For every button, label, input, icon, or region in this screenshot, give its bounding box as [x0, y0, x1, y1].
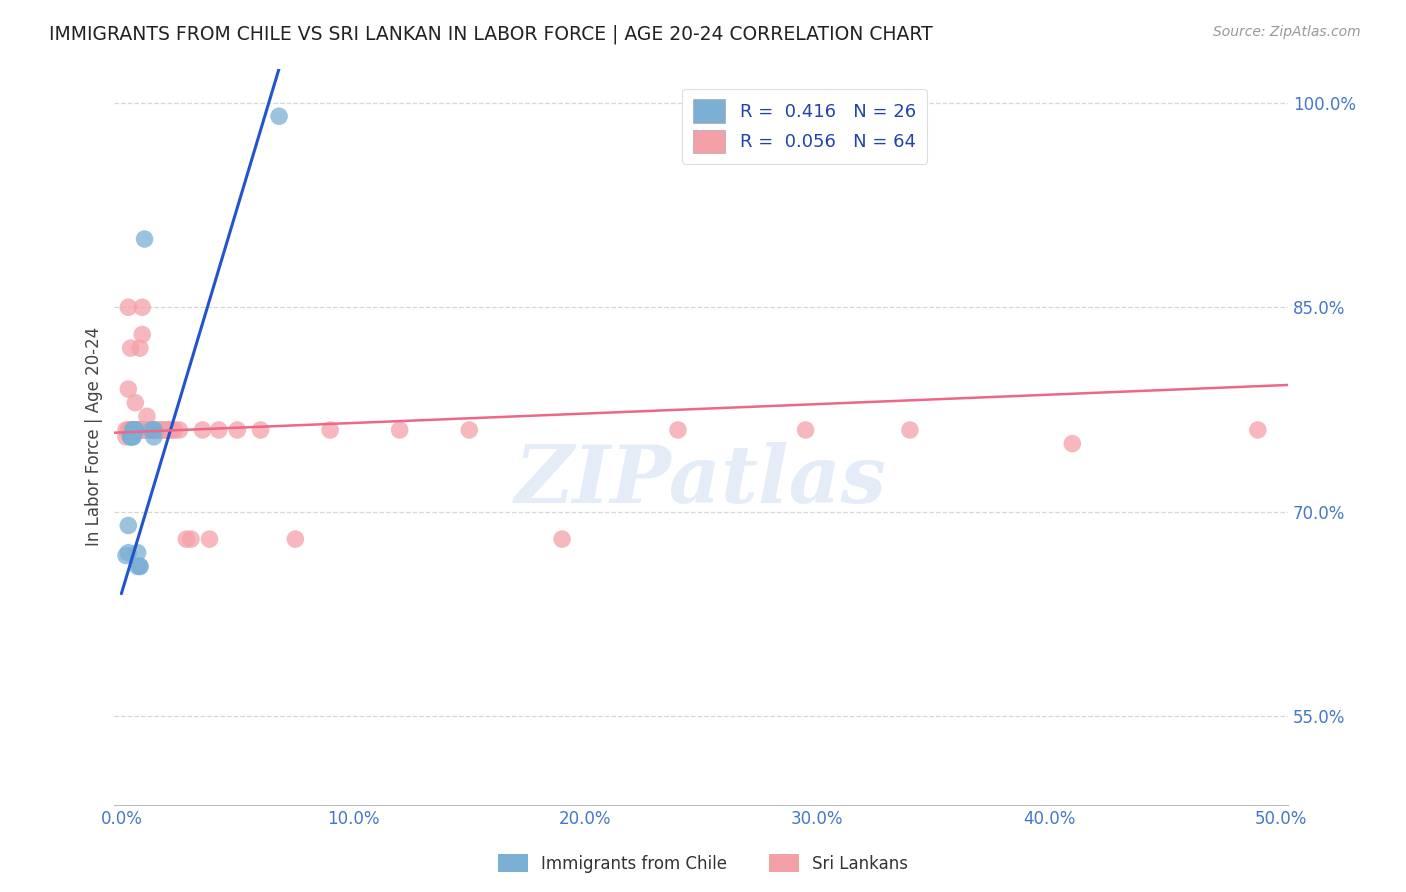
Legend: Immigrants from Chile, Sri Lankans: Immigrants from Chile, Sri Lankans: [491, 847, 915, 880]
Point: [124, 423, 146, 437]
Point: [284, 532, 307, 546]
Text: IMMIGRANTS FROM CHILE VS SRI LANKAN IN LABOR FORCE | AGE 20-24 CORRELATION CHART: IMMIGRANTS FROM CHILE VS SRI LANKAN IN L…: [49, 25, 934, 45]
Point: [149, 423, 172, 437]
Point: [156, 423, 179, 437]
Point: [124, 423, 146, 437]
Point: [155, 423, 177, 437]
Point: [388, 423, 411, 437]
Point: [131, 300, 153, 314]
Point: [129, 423, 152, 437]
Point: [127, 423, 149, 437]
Point: [138, 423, 160, 437]
Point: [138, 423, 160, 437]
Point: [120, 423, 142, 437]
Point: [898, 423, 921, 437]
Point: [267, 109, 290, 123]
Point: [120, 423, 142, 437]
Point: [169, 423, 191, 437]
Point: [122, 423, 145, 437]
Point: [141, 423, 163, 437]
Point: [131, 327, 153, 342]
Point: [127, 423, 149, 437]
Point: [141, 423, 163, 437]
Point: [141, 423, 163, 437]
Point: [122, 423, 145, 437]
Point: [129, 559, 152, 574]
Legend: R =  0.416   N = 26, R =  0.056   N = 64: R = 0.416 N = 26, R = 0.056 N = 64: [682, 88, 927, 164]
Point: [124, 423, 146, 437]
Point: [122, 423, 145, 437]
Point: [156, 423, 179, 437]
Point: [129, 341, 152, 355]
Point: [148, 423, 170, 437]
Point: [1062, 436, 1084, 450]
Point: [666, 423, 689, 437]
Point: [124, 423, 146, 437]
Point: [249, 423, 271, 437]
Point: [127, 546, 149, 560]
Point: [142, 430, 165, 444]
Point: [129, 559, 152, 574]
Point: [226, 423, 249, 437]
Point: [127, 559, 149, 574]
Point: [117, 546, 139, 560]
Point: [122, 423, 145, 437]
Point: [117, 423, 139, 437]
Point: [120, 341, 142, 355]
Y-axis label: In Labor Force | Age 20-24: In Labor Force | Age 20-24: [86, 327, 103, 547]
Point: [134, 423, 156, 437]
Point: [122, 423, 145, 437]
Point: [458, 423, 481, 437]
Point: [120, 430, 142, 444]
Point: [129, 423, 152, 437]
Point: [176, 532, 198, 546]
Point: [142, 423, 165, 437]
Point: [120, 430, 142, 444]
Point: [117, 382, 139, 396]
Point: [159, 423, 181, 437]
Point: [191, 423, 214, 437]
Point: [135, 423, 157, 437]
Point: [142, 423, 165, 437]
Point: [794, 423, 817, 437]
Point: [120, 423, 142, 437]
Point: [319, 423, 342, 437]
Point: [115, 423, 138, 437]
Point: [180, 532, 202, 546]
Point: [127, 423, 149, 437]
Point: [198, 532, 221, 546]
Point: [127, 423, 149, 437]
Point: [162, 423, 184, 437]
Point: [122, 430, 145, 444]
Point: [551, 532, 574, 546]
Point: [124, 423, 146, 437]
Text: ZIPatlas: ZIPatlas: [515, 442, 887, 520]
Point: [120, 430, 142, 444]
Point: [142, 423, 165, 437]
Point: [134, 232, 156, 246]
Point: [115, 549, 138, 563]
Text: Source: ZipAtlas.com: Source: ZipAtlas.com: [1213, 25, 1361, 39]
Point: [1247, 423, 1270, 437]
Point: [124, 423, 146, 437]
Point: [117, 518, 139, 533]
Point: [117, 300, 139, 314]
Point: [122, 423, 145, 437]
Point: [115, 430, 138, 444]
Point: [134, 423, 156, 437]
Point: [163, 423, 186, 437]
Point: [208, 423, 231, 437]
Point: [135, 409, 157, 424]
Point: [145, 423, 167, 437]
Point: [152, 423, 174, 437]
Point: [124, 423, 146, 437]
Point: [124, 395, 146, 409]
Point: [122, 430, 145, 444]
Point: [122, 423, 145, 437]
Point: [120, 423, 142, 437]
Point: [131, 423, 153, 437]
